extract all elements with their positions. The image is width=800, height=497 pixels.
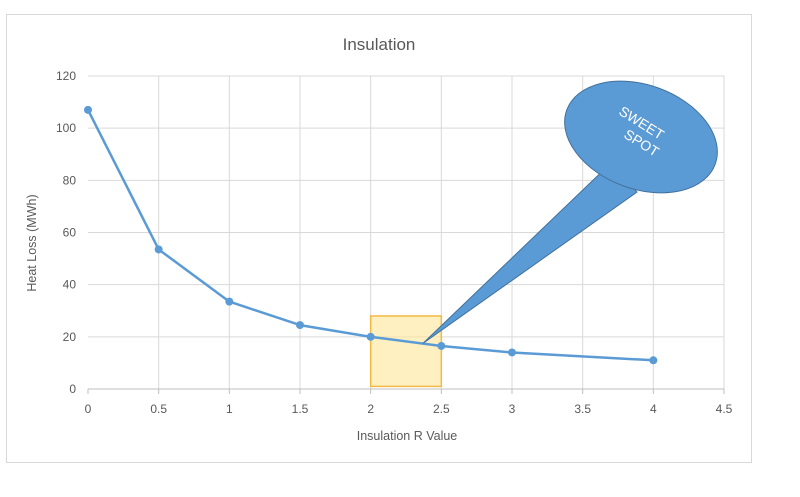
x-tick-label: 4.5: [716, 402, 733, 416]
y-axis-label: Heat Loss (MWh): [25, 194, 39, 291]
data-point: [508, 348, 516, 357]
series-line: [86, 109, 654, 362]
x-axis-label: Insulation R Value: [357, 429, 458, 443]
callout-pointer: [422, 161, 638, 344]
y-tick-label: 100: [56, 121, 76, 135]
y-tick-label: 60: [63, 226, 77, 240]
tick-labels: 0 0.5 1 1.5 2 2.5 3 3.5 4 4.5 0 20 40 60 80 100 120: [56, 69, 733, 416]
y-tick-label: 120: [56, 69, 76, 83]
chart-title: Insulation: [343, 35, 416, 54]
data-point: [366, 332, 375, 341]
chart-frame: Insulation 0 0.5 1 1.5 2 2.5 3 3.5 4 4.5 0 20 40 60 80…: [6, 14, 752, 463]
y-tick-label: 0: [69, 382, 76, 396]
x-tick-label: 0.5: [150, 402, 167, 416]
x-tick-label: 1: [226, 402, 233, 416]
x-tick-label: 2: [367, 402, 374, 416]
axes: [87, 388, 725, 394]
y-tick-label: 80: [63, 173, 77, 187]
highlight-region: [369, 315, 443, 388]
x-tick-label: 3.5: [574, 402, 591, 416]
data-point: [225, 297, 234, 306]
data-point: [437, 341, 446, 350]
data-point: [154, 245, 163, 254]
data-point: [296, 321, 304, 330]
data-point: [649, 356, 658, 365]
callout-bubble: [564, 80, 718, 194]
x-tick-label: 4: [650, 402, 657, 416]
x-tick-label: 1.5: [292, 402, 309, 416]
x-tick-label: 0: [85, 402, 92, 416]
x-tick-label: 3: [509, 402, 516, 416]
chart-svg: Insulation 0 0.5 1 1.5 2 2.5 3 3.5 4 4.5 0 20 40 60 80…: [25, 35, 733, 443]
y-tick-label: 20: [63, 330, 77, 344]
y-tick-label: 40: [63, 278, 77, 292]
x-tick-label: 2.5: [433, 402, 450, 416]
data-point: [84, 105, 92, 114]
highlight-region-group: [369, 315, 443, 388]
series-group: [84, 105, 658, 365]
